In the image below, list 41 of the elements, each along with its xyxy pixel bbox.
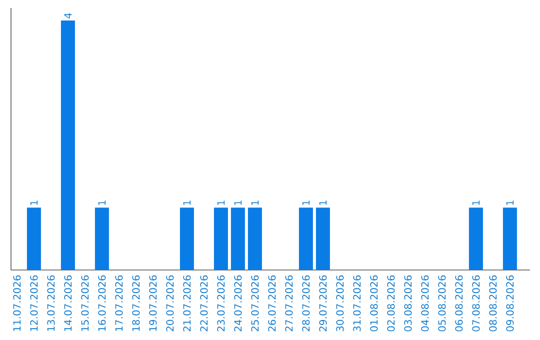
x-tick-label: 17.07.2026	[115, 275, 123, 331]
x-tick-label: 07.08.2026	[472, 275, 480, 332]
x-tick-label: 20.07.2026	[166, 275, 174, 332]
x-tick-label: 21.07.2026	[183, 275, 191, 332]
x-tick-label: 19.07.2026	[149, 275, 157, 331]
x-tick-label: 02.08.2026	[387, 275, 395, 332]
x-tick-label: 23.07.2026	[217, 275, 225, 332]
x-tick-label: 06.08.2026	[455, 275, 463, 332]
data-label: 4	[64, 13, 72, 18]
x-tick-label: 03.08.2026	[404, 275, 412, 332]
x-tick-label: 30.07.2026	[336, 275, 344, 332]
data-label: 1	[30, 200, 38, 205]
x-tick-label: 29.07.2026	[319, 275, 327, 332]
data-label: 1	[302, 200, 310, 205]
data-label: 1	[506, 200, 514, 205]
x-tick-label: 15.07.2026	[81, 275, 89, 331]
data-label: 1	[251, 200, 259, 205]
data-label: 1	[98, 200, 106, 205]
data-label: 1	[183, 200, 191, 205]
x-tick-label: 16.07.2026	[98, 275, 106, 331]
data-label: 1	[472, 200, 480, 205]
x-tick-label: 25.07.2026	[251, 275, 259, 332]
x-tick-label: 22.07.2026	[200, 275, 208, 332]
x-tick-label: 18.07.2026	[132, 275, 140, 331]
x-tick-label: 05.08.2026	[438, 275, 446, 332]
x-tick-label: 13.07.2026	[47, 275, 55, 331]
data-label: 1	[234, 200, 242, 205]
x-tick-label: 04.08.2026	[421, 275, 429, 332]
x-tick-label: 12.07.2026	[30, 275, 38, 331]
x-tick-label: 14.07.2026	[64, 275, 72, 331]
x-tick-label: 31.07.2026	[353, 275, 361, 332]
x-tick-label: 26.07.2026	[268, 275, 276, 332]
data-label: 1	[319, 200, 327, 205]
x-tick-label: 27.07.2026	[285, 275, 293, 332]
x-tick-label: 28.07.2026	[302, 275, 310, 332]
x-tick-label: 24.07.2026	[234, 275, 242, 332]
data-label: 1	[217, 200, 225, 205]
x-tick-label: 09.08.2026	[506, 275, 514, 332]
x-tick-label: 08.08.2026	[489, 275, 497, 332]
x-tick-label: 01.08.2026	[370, 275, 378, 332]
x-tick-label: 11.07.2026	[13, 275, 21, 331]
